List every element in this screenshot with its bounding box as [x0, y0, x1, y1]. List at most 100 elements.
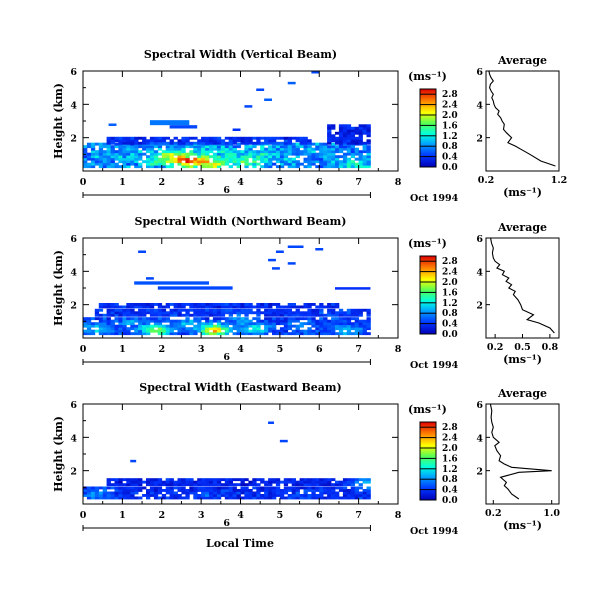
- heatmap-patch: [279, 439, 288, 443]
- heatmap-cell: [272, 329, 277, 333]
- heatmap-cell: [295, 332, 300, 336]
- heatmap-patch: [157, 286, 233, 290]
- heatmap-cell: [193, 332, 198, 336]
- heatmap-cell: [146, 489, 151, 492]
- heatmap-cell: [205, 150, 210, 154]
- heatmap-cell: [248, 480, 253, 484]
- heatmap-cell: [256, 486, 261, 490]
- heatmap-cell: [311, 162, 316, 166]
- heatmap-cell: [303, 311, 308, 315]
- heatmap-cell: [319, 322, 324, 326]
- heatmap-cell: [272, 141, 277, 145]
- heatmap-cell: [279, 160, 285, 164]
- heatmap-cell: [130, 327, 135, 331]
- heatmap-cell: [338, 480, 344, 484]
- heatmap-cell: [110, 478, 115, 482]
- heatmap-cell: [366, 478, 371, 482]
- heatmap-cell: [236, 305, 241, 309]
- heatmap-patch: [149, 120, 190, 126]
- heatmap-cell: [346, 491, 352, 495]
- heatmap-cell: [327, 305, 332, 309]
- heatmap-cell: [177, 157, 182, 161]
- heatmap-cell: [138, 141, 143, 145]
- heatmap-cell: [268, 303, 273, 306]
- heatmap-cell: [118, 489, 123, 492]
- heatmap-cell: [327, 157, 332, 161]
- heatmap-cell: [138, 480, 143, 484]
- heatmap-cell: [342, 129, 348, 133]
- heatmap-cell: [205, 145, 210, 149]
- heatmap-cell: [142, 313, 147, 317]
- heatmap-cell: [102, 165, 107, 169]
- heatmap-cell: [181, 147, 186, 151]
- heatmap-cell: [248, 329, 253, 333]
- x-tick-label: 4: [237, 177, 244, 188]
- colorbar-tick-label: 2.4: [442, 434, 458, 444]
- heatmap-cell: [177, 160, 182, 164]
- heatmap-cell: [268, 152, 273, 156]
- heatmap-cell: [303, 486, 308, 490]
- heatmap-cell: [110, 303, 115, 306]
- heatmap-cell: [307, 141, 312, 145]
- heatmap-cell: [197, 160, 202, 164]
- heatmap-cell: [220, 155, 226, 159]
- heatmap-cell: [331, 489, 336, 492]
- heatmap-cell: [224, 317, 230, 321]
- heatmap-cell: [323, 478, 328, 482]
- heatmap-cell: [149, 329, 155, 333]
- heatmap-cell: [153, 322, 159, 326]
- heatmap-cell: [335, 317, 340, 321]
- heatmap-cell: [86, 162, 92, 166]
- heatmap-cell: [98, 322, 104, 326]
- heatmap-cell: [346, 329, 352, 333]
- heatmap-cell: [177, 327, 182, 331]
- heatmap-cell: [291, 489, 296, 492]
- heatmap-cell: [114, 152, 119, 156]
- heatmap-cell: [272, 496, 277, 500]
- heatmap-cell: [291, 480, 296, 484]
- heatmap-cell: [142, 145, 147, 149]
- heatmap-cell: [331, 136, 336, 140]
- heatmap-cell: [323, 142, 328, 146]
- average-y-tick-label: 6: [476, 400, 483, 411]
- heatmap-cell: [224, 136, 230, 140]
- heatmap-cell: [287, 324, 292, 328]
- heatmap-cell: [173, 160, 178, 164]
- heatmap-cell: [272, 327, 277, 331]
- heatmap-cell: [118, 160, 123, 164]
- heatmap-cell: [342, 139, 348, 143]
- average-x-tick-label: 0.2: [485, 508, 502, 519]
- heatmap-cell: [138, 311, 143, 315]
- heatmap-cell: [279, 145, 285, 149]
- heatmap-cell: [189, 313, 194, 317]
- heatmap-cell: [350, 486, 355, 490]
- heatmap-cell: [212, 147, 218, 151]
- heatmap-cell: [138, 329, 143, 333]
- colorbar-tick-label: 1.6: [442, 454, 458, 464]
- heatmap-cell: [303, 494, 308, 497]
- heatmap-cell: [346, 480, 352, 484]
- heatmap-cell: [157, 147, 163, 151]
- colorbar-tick-label: 0.0: [442, 496, 458, 506]
- heatmap-cell: [134, 160, 139, 164]
- heatmap-cell: [205, 329, 210, 333]
- heatmap-cell: [315, 160, 320, 164]
- heatmap-cell: [177, 332, 182, 336]
- heatmap-cell: [315, 327, 320, 331]
- heatmap-cell: [114, 145, 119, 149]
- heatmap-cell: [311, 478, 316, 482]
- heatmap-cell: [248, 324, 253, 328]
- heatmap-cell: [366, 160, 371, 164]
- heatmap-cell: [201, 157, 206, 161]
- heatmap-cell: [110, 491, 115, 495]
- heatmap-cell: [212, 303, 218, 306]
- colorbar-tick-label: 0.8: [442, 475, 458, 485]
- heatmap-cell: [130, 147, 135, 151]
- y-tick-label: 6: [70, 234, 77, 245]
- heatmap-cell: [264, 147, 269, 151]
- heatmap-cell: [169, 141, 174, 145]
- heatmap-cell: [98, 305, 104, 309]
- heatmap-cell: [291, 317, 296, 321]
- heatmap-cell: [342, 165, 348, 169]
- heatmap-cell: [146, 480, 151, 484]
